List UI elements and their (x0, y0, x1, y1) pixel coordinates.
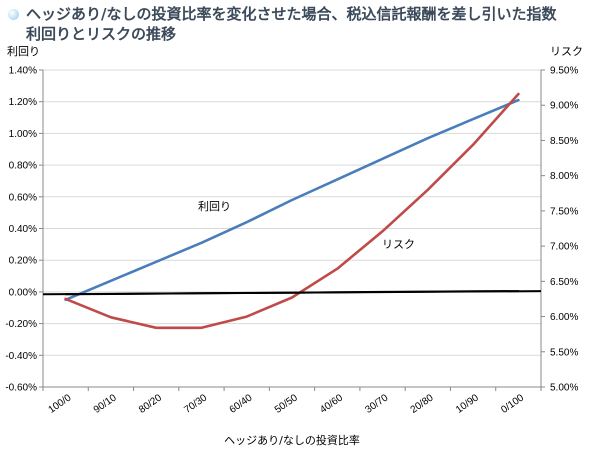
left-axis-tick-label: 1.20% (9, 97, 37, 108)
left-axis-tick-label: 0.60% (9, 192, 37, 203)
annotation-yield-label: 利回り (198, 200, 231, 213)
bullet-icon (8, 9, 19, 20)
right-axis-tick-label: 8.00% (550, 171, 578, 182)
left-axis-tick-label: -0.40% (5, 351, 37, 362)
x-axis-tick-label: 30/70 (363, 392, 390, 416)
x-axis-tick-label: 80/20 (137, 392, 164, 416)
x-axis-tick-label: 40/60 (318, 392, 345, 416)
right-axis-tick-label: 5.00% (550, 383, 578, 394)
x-axis-tick-label: 0/100 (499, 392, 526, 416)
left-axis-tick-label: 0.40% (9, 224, 37, 235)
x-axis-tick-label: 90/10 (92, 392, 119, 416)
x-axis-tick-label: 10/90 (454, 392, 481, 416)
left-axis-tick-label: -0.60% (5, 383, 37, 394)
series-line-baseline-full (42, 290, 542, 296)
annotation-risk-label: リスク (382, 238, 415, 251)
right-axis-tick-label: 6.00% (550, 312, 578, 323)
right-axis-tick-label: 7.50% (550, 206, 578, 217)
right-axis-tick-label: 6.50% (550, 277, 578, 288)
right-axis-tick-label: 9.50% (550, 66, 578, 77)
series-line-リスク (64, 92, 520, 330)
left-axis-tick-label: 1.40% (9, 66, 37, 77)
left-axis-tick-label: -0.20% (5, 319, 37, 330)
chart-title-line1: ヘッジあり/なしの投資比率を変化させた場合、税込信託報酬を差し引いた指数 (26, 5, 557, 23)
right-axis-tick-label: 7.00% (550, 242, 578, 253)
x-axis-tick-label: 20/80 (409, 392, 436, 416)
x-axis-tick-label: 50/50 (273, 392, 300, 416)
x-axis-tick-label: 60/40 (228, 392, 255, 416)
left-axis-tick-label: 0.00% (9, 287, 37, 298)
left-axis-tick-label: 0.20% (9, 256, 37, 267)
x-axis-title: ヘッジあり/なしの投資比率 (224, 433, 360, 447)
left-axis-title: 利回り (7, 45, 40, 58)
left-axis-tick-label: 0.80% (9, 161, 37, 172)
series-line-利回り (64, 98, 520, 302)
right-axis-tick-label: 8.50% (550, 136, 578, 147)
right-axis-title: リスク (550, 45, 583, 58)
left-axis-tick-label: 1.00% (9, 129, 37, 140)
x-axis-tick-label: 100/0 (47, 392, 74, 416)
right-axis-tick-label: 9.00% (550, 101, 578, 112)
chart-title-line2: 利回りとリスクの推移 (26, 25, 177, 43)
x-axis-tick-label: 70/30 (182, 392, 209, 416)
right-axis-tick-label: 5.50% (550, 347, 578, 358)
